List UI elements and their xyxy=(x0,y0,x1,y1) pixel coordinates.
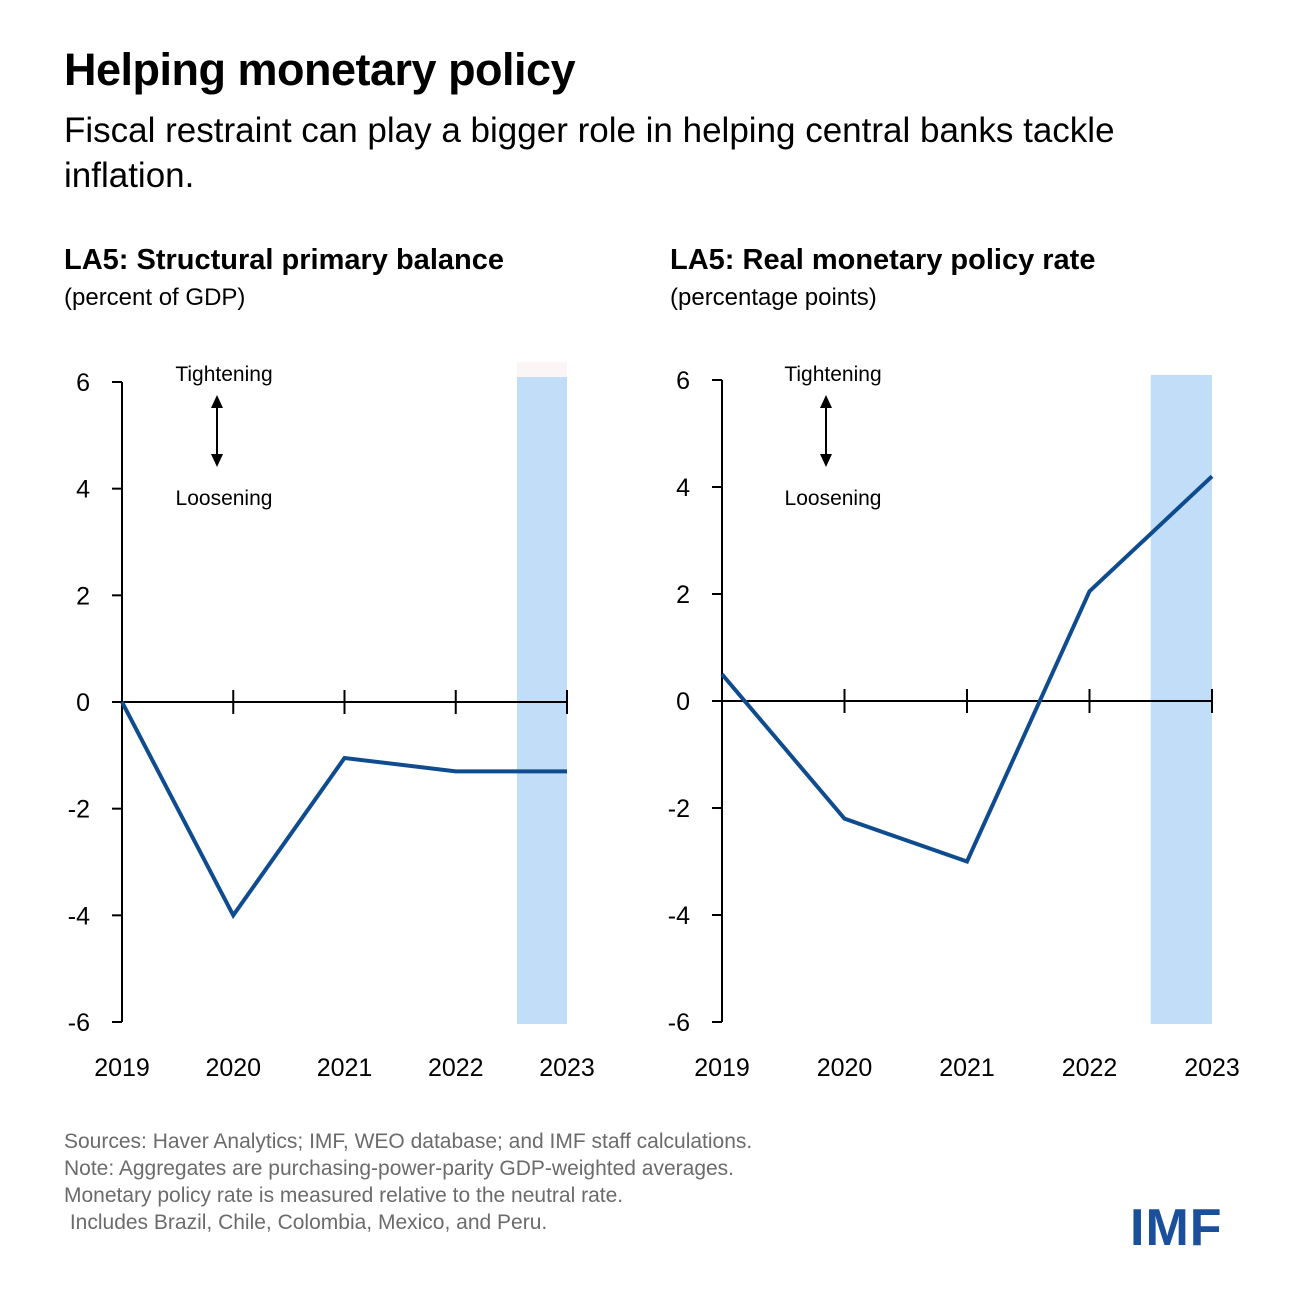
y-tick-label: 2 xyxy=(676,581,690,609)
annotation-tightening: Tightening xyxy=(784,363,881,386)
note-aggregates: Note: Aggregates are purchasing-power-pa… xyxy=(64,1157,735,1180)
y-tick-label: 0 xyxy=(676,688,690,716)
x-tick-label: 2023 xyxy=(1184,1054,1240,1082)
arrow-up-icon xyxy=(211,395,223,408)
y-tick-label: -2 xyxy=(668,795,690,823)
y-tick-label: 0 xyxy=(76,689,90,717)
left-panel-unit: (percent of GDP) xyxy=(64,284,246,311)
note-sources: Sources: Haver Analytics; IMF, WEO datab… xyxy=(64,1130,753,1153)
imf-logo: IMF xyxy=(1130,1199,1223,1257)
y-tick-label: 4 xyxy=(676,474,690,502)
x-tick-label: 2022 xyxy=(1062,1054,1118,1082)
source-notes: Sources: Haver Analytics; IMF, WEO datab… xyxy=(64,1128,752,1236)
x-tick-label: 2023 xyxy=(539,1054,595,1082)
x-tick-label: 2021 xyxy=(317,1054,373,1082)
y-tick-label: 6 xyxy=(676,367,690,395)
arrow-down-icon xyxy=(820,454,832,467)
arrow-up-icon xyxy=(820,395,832,408)
shaded-projection-band xyxy=(1150,375,1212,1024)
chart-subtitle: Fiscal restraint can play a bigger role … xyxy=(64,111,1115,195)
y-tick-label: 6 xyxy=(76,369,90,397)
note-policy-rate: Monetary policy rate is measured relativ… xyxy=(64,1184,624,1207)
x-tick-label: 2022 xyxy=(428,1054,484,1082)
annotation-loosening: Loosening xyxy=(176,487,273,510)
shaded-band-top xyxy=(516,362,567,377)
y-tick-label: -4 xyxy=(668,902,690,930)
y-tick-label: -4 xyxy=(68,902,90,930)
note-countries: Includes Brazil, Chile, Colombia, Mexico… xyxy=(64,1211,548,1234)
annotation-loosening: Loosening xyxy=(785,487,882,510)
x-tick-label: 2019 xyxy=(694,1054,750,1082)
shaded-projection-band xyxy=(516,377,567,1024)
annotation-tightening: Tightening xyxy=(175,363,272,386)
right-panel-title: LA5: Real monetary policy rate xyxy=(670,244,1096,276)
x-tick-label: 2020 xyxy=(205,1054,261,1082)
y-tick-label: -6 xyxy=(668,1009,690,1037)
y-tick-label: -2 xyxy=(68,796,90,824)
x-tick-label: 2021 xyxy=(939,1054,995,1082)
series-line xyxy=(720,474,1214,864)
y-tick-label: -6 xyxy=(68,1009,90,1037)
right-panel-unit: (percentage points) xyxy=(670,284,877,311)
arrow-down-icon xyxy=(211,454,223,467)
series-line xyxy=(120,701,567,920)
left-panel-title: LA5: Structural primary balance xyxy=(64,244,504,276)
x-tick-label: 2020 xyxy=(817,1054,873,1082)
y-tick-label: 4 xyxy=(76,476,90,504)
x-tick-label: 2019 xyxy=(94,1054,150,1082)
y-tick-label: 2 xyxy=(76,582,90,610)
chart-title: Helping monetary policy xyxy=(64,44,576,95)
